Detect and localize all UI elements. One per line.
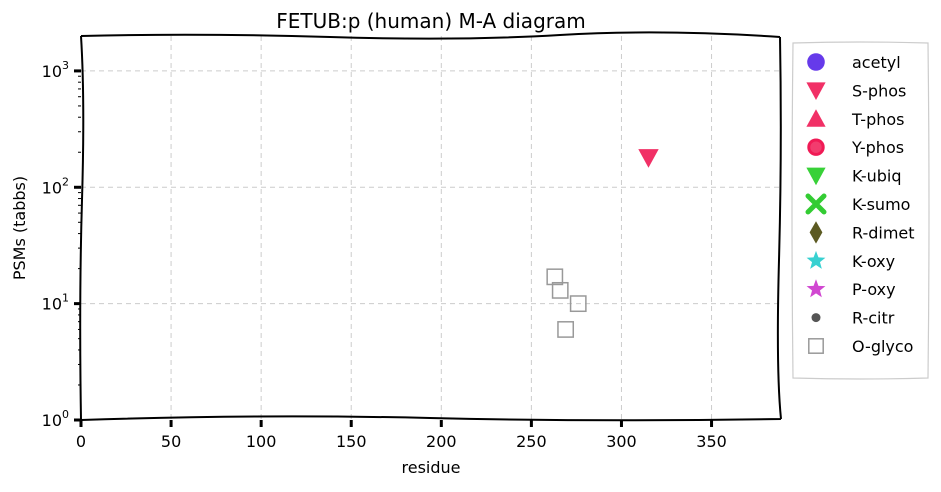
y-axis-ticks: 100 101 102 103 <box>42 59 81 430</box>
legend-label: K-sumo <box>852 195 910 214</box>
legend-marker-y-phos <box>807 138 825 156</box>
x-tick-label: 100 <box>246 432 277 451</box>
x-tick-label: 350 <box>696 432 727 451</box>
y-tick-label: 103 <box>42 59 69 81</box>
legend-box <box>791 41 930 380</box>
data-point-s-phos <box>638 149 659 168</box>
x-tick-label: 50 <box>161 432 181 451</box>
legend-label: R-citr <box>852 309 895 328</box>
y-tick-label: 102 <box>42 175 69 197</box>
legend-marker-o-glyco <box>808 338 824 354</box>
data-point-o-glyco <box>551 281 569 299</box>
legend-marker-k-ubiq <box>806 167 826 186</box>
legend-label: P-oxy <box>852 280 896 299</box>
legend-marker-r-dimet <box>809 221 823 244</box>
legend-label: S-phos <box>852 81 906 100</box>
legend-marker-t-phos <box>806 109 826 127</box>
data-point-o-glyco <box>557 321 575 338</box>
legend-marker-k-oxy <box>806 250 826 269</box>
x-axis-label: residue <box>402 458 461 477</box>
legend-label: Y-phos <box>851 138 904 157</box>
legend-label: O-glyco <box>852 337 913 356</box>
legend-label: T-phos <box>851 110 905 129</box>
data-point-o-glyco <box>569 295 587 313</box>
legend-marker-acetyl <box>807 53 825 71</box>
y-tick-label: 100 <box>42 408 69 430</box>
data-point-o-glyco <box>546 268 564 286</box>
y-axis-label: PSMs (tabbs) <box>10 176 29 280</box>
legend-label: acetyl <box>852 53 901 72</box>
legend-marker-s-phos <box>806 82 826 100</box>
plot-frame <box>79 31 782 422</box>
chart-title: FETUB:p (human) M-A diagram <box>276 9 585 33</box>
legend-marker-r-citr <box>811 313 821 323</box>
grid <box>81 36 780 420</box>
x-axis-ticks: 0 50 100 150 200 250 300 350 <box>76 420 727 451</box>
x-tick-label: 0 <box>76 432 86 451</box>
legend-label: K-oxy <box>852 252 895 271</box>
legend-marker-k-sumo <box>805 193 827 215</box>
legend: acetyl S-phos T-phos Y-phos K-ubiq K-sumo R-di… <box>791 41 930 380</box>
legend-marker-p-oxy <box>806 279 826 298</box>
x-tick-label: 200 <box>426 432 457 451</box>
data-marks <box>546 149 659 338</box>
x-tick-label: 150 <box>336 432 367 451</box>
x-tick-label: 300 <box>606 432 637 451</box>
legend-label: K-ubiq <box>852 167 901 186</box>
x-tick-label: 250 <box>516 432 547 451</box>
legend-label: R-dimet <box>852 223 915 242</box>
y-tick-label: 101 <box>42 292 69 314</box>
